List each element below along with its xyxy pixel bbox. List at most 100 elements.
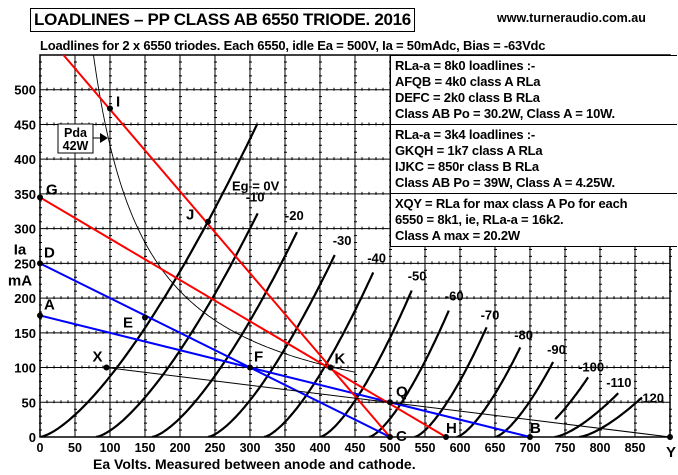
point-label: X (93, 349, 103, 366)
note-line: GKQH = 1k7 class A RLa (395, 143, 543, 158)
chart-title: LOADLINES – PP CLASS AB 6550 TRIODE. 201… (30, 8, 415, 32)
triode-curve (456, 346, 522, 437)
x-tick-label: 50 (68, 441, 82, 455)
grid-bias-label: Eg = 0V (232, 178, 280, 193)
note-line: AFQB = 4k0 class A RLa (395, 74, 541, 89)
point-e (142, 314, 148, 321)
point-i (107, 105, 113, 112)
triode-curve (207, 254, 336, 437)
x-tick-label: 300 (240, 441, 261, 455)
point-label: I (116, 93, 120, 110)
point-f (247, 364, 253, 371)
point-label: H (446, 420, 457, 437)
y-tick-label: 400 (14, 152, 36, 167)
point-y (667, 434, 673, 440)
grid-bias-label: -80 (514, 327, 533, 342)
point-label: A (44, 296, 55, 313)
loadline-afqb (40, 314, 531, 437)
x-tick-label: 200 (170, 441, 191, 455)
grid-bias-label: -40 (367, 250, 386, 265)
note-box-3k4: RLa-a = 3k4 loadlines :- GKQH = 1k7 clas… (391, 125, 677, 194)
grid-bias-label: -20 (285, 208, 304, 223)
grid-bias-label: -70 (481, 307, 500, 322)
point-c (387, 434, 393, 440)
y-tick-label: 300 (14, 222, 36, 237)
note-box-xqy: XQY = RLa for max class A Po for each 65… (391, 194, 677, 247)
y-tick-label: 200 (14, 291, 36, 306)
grid-bias-label: -120 (638, 390, 664, 405)
point-label: B (530, 420, 541, 437)
x-tick-label: 650 (485, 441, 506, 455)
note-line: Class AB Po = 39W, Class A = 4.25W. (395, 175, 615, 190)
triode-curve (494, 361, 555, 437)
loadline-gkqh (40, 196, 447, 437)
point-label: F (254, 349, 263, 366)
point-label: Y (666, 444, 676, 461)
point-label: E (123, 315, 133, 332)
y-tick-label: 150 (14, 326, 36, 341)
note-line: XQY = RLa for max class A Po for each (395, 196, 628, 211)
point-x (103, 364, 110, 371)
x-tick-label: 450 (345, 441, 366, 455)
x-tick-label: 250 (205, 441, 226, 455)
note-line: 6550 = 8k1, ie, RLa-a = 16k2. (395, 212, 564, 227)
point-label: D (44, 244, 55, 261)
y-tick-label: 250 (14, 256, 36, 271)
notes-panel: RLa-a = 8k0 loadlines :- AFQB = 4k0 clas… (390, 55, 677, 247)
x-tick-label: 400 (310, 441, 331, 455)
x-tick-label: 750 (555, 441, 576, 455)
grid-bias-label: -110 (606, 375, 631, 390)
y-axis-unit: mA (8, 273, 32, 290)
point-b (527, 434, 533, 440)
triode-curve (263, 271, 375, 437)
triode-curve (151, 231, 298, 437)
point-label: Q (396, 383, 408, 400)
x-tick-label: 100 (100, 441, 121, 455)
point-d (37, 260, 43, 267)
loadline-defc (40, 262, 391, 437)
y-tick-label: 500 (14, 83, 36, 98)
grid-bias-label: -10 (246, 189, 265, 204)
note-line: DEFC = 2k0 class B RLa (395, 90, 540, 105)
point-a (37, 312, 43, 319)
grid-bias-label: -90 (547, 342, 566, 357)
point-q (387, 399, 393, 406)
note-line: IJKC = 850r class B RLa (395, 159, 539, 174)
x-tick-label: 550 (415, 441, 436, 455)
y-tick-label: 0 (29, 430, 36, 445)
point-label: C (396, 428, 407, 445)
triode-curve (554, 392, 619, 437)
grid-bias-label: -60 (445, 289, 464, 304)
point-label: J (186, 207, 194, 224)
x-tick-label: 800 (590, 441, 611, 455)
website-url: www.turneraudio.com.au (497, 11, 646, 25)
note-line: RLa-a = 3k4 loadlines :- (395, 127, 536, 142)
grid-bias-label: -100 (578, 359, 604, 374)
pda-value: 42W (63, 139, 89, 153)
point-label: G (46, 181, 58, 198)
x-tick-label: 350 (275, 441, 296, 455)
x-tick-label: 600 (450, 441, 471, 455)
x-tick-label: 500 (380, 441, 401, 455)
y-tick-label: 50 (22, 395, 36, 410)
chart-subtitle: Loadlines for 2 x 6550 triodes. Each 655… (40, 38, 546, 53)
note-line: Class AB Po = 30.2W, Class A = 10W. (395, 106, 615, 121)
x-tick-label: 150 (135, 441, 156, 455)
y-axis-label: Ia (14, 241, 27, 258)
triode-curve (578, 396, 643, 437)
point-g (37, 194, 43, 201)
grid-bias-label: -30 (333, 233, 352, 248)
x-tick-label: 700 (520, 441, 541, 455)
pda-label: Pda (64, 126, 88, 140)
loadline-ijkc (62, 55, 391, 437)
triode-curve (40, 124, 258, 437)
arrow-right-icon (100, 133, 108, 143)
point-k (327, 364, 334, 371)
pda-label-box (57, 123, 94, 154)
x-tick-label: 0 (37, 441, 44, 455)
point-h (443, 434, 449, 440)
note-line: RLa-a = 8k0 loadlines :- (395, 58, 536, 73)
triode-curve (319, 290, 413, 437)
point-label: K (335, 351, 346, 368)
y-tick-label: 450 (14, 117, 36, 132)
